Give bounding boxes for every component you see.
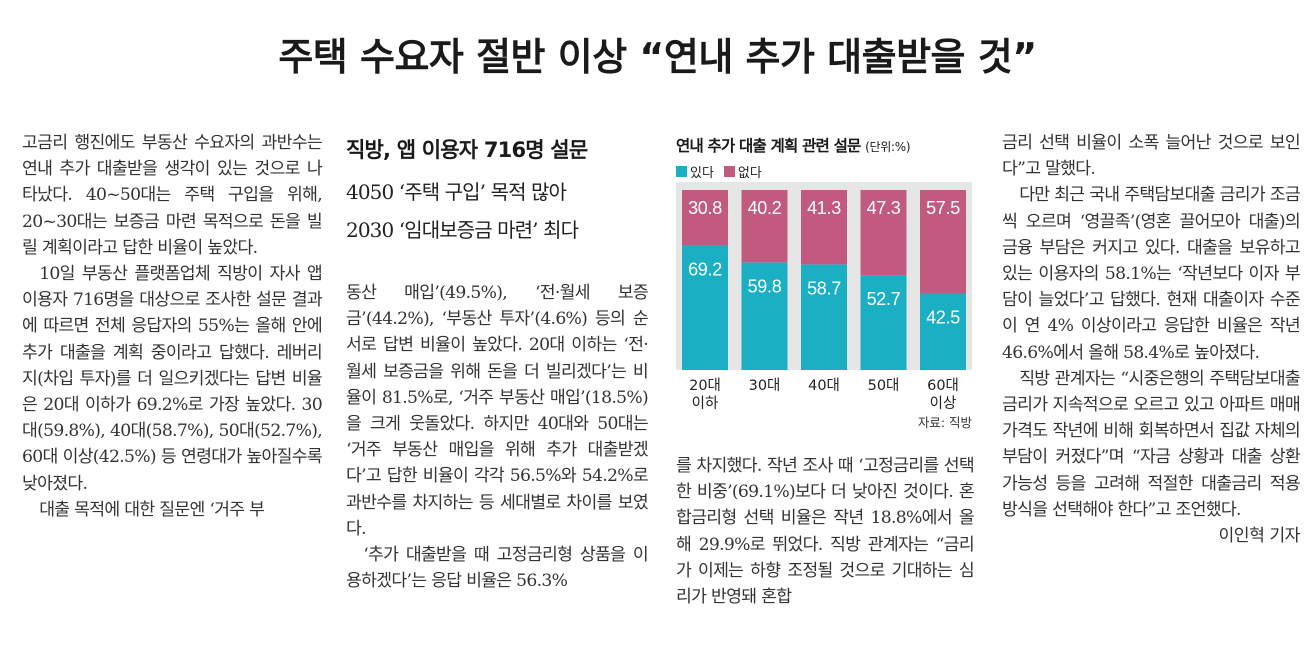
subheadline-2: 2030 ‘임대보증금 마련’ 최다 [346,218,579,242]
data-label: 41.3 [807,198,841,218]
category-label: 40대 [808,377,840,394]
paragraph: 동산 매입’(49.5%), ‘전·월세 보증금’(44.2%), ‘부동산 투… [346,283,649,539]
legend-item-no: 없다 [723,162,762,181]
subtitle: 직방, 앱 이용자 716명 설문 [346,138,588,162]
subheadline-1: 4050 ‘주택 구입’ 목적 많아 [346,180,567,204]
data-label: 58.7 [807,278,841,298]
chart-legend: 있다 없다 [676,162,762,181]
paragraph: ‘추가 대출받을 때 고정금리형 상품을 이용하겠다’는 응답 비율은 56.3… [346,545,649,592]
headline: 주택 수요자 절반 이상 “연내 추가 대출받을 것” [278,35,1037,79]
data-label: 57.5 [926,198,960,218]
chart-unit: (단위:%) [865,140,911,154]
bar-segment-yes [920,293,966,370]
chart-title: 연내 추가 대출 계획 관련 설문 (단위:%) [676,134,911,156]
article-column-3: 를 차지했다. 작년 조사 때 ‘고정금리를 선택한 비중’(69.1%)보다 … [676,453,975,610]
data-label: 30.8 [688,198,722,218]
chart-source: 자료: 직방 [917,415,972,430]
legend-item-yes: 있다 [676,162,714,181]
legend-swatch-no [723,166,735,177]
article-column-2: 동산 매입’(49.5%), ‘전·월세 보증금’(44.2%), ‘부동산 투… [346,280,649,594]
chart-title-text: 연내 추가 대출 계획 관련 설문 [676,137,861,155]
legend-label-yes: 있다 [690,166,714,181]
bar-segment-yes [682,245,728,370]
bar-segment-yes [801,264,847,370]
article-column-4: 금리 선택 비율이 소폭 늘어난 것으로 보인다”고 말했다. 다만 최근 국내… [1002,130,1301,549]
paragraph: 다만 최근 국내 주택담보대출 금리가 조금씩 오르며 ‘영끌족’(영혼 끌어모… [1002,185,1301,363]
data-label: 47.3 [867,198,901,218]
data-label: 40.2 [748,198,782,218]
paragraph: 고금리 행진에도 부동산 수요자의 과반수는 연내 추가 대출받을 생각이 있는… [22,133,323,258]
bar-segment-no [801,190,847,265]
data-label: 59.8 [748,276,782,296]
paragraph-text: 직방 관계자는 “시중은행의 주택담보대출 금리가 지속적으로 오르고 있고 아… [1002,368,1301,520]
bar-segment-no [682,190,728,246]
category-label: 20대 [689,377,721,394]
data-label: 52.7 [867,289,901,309]
legend-swatch-yes [676,166,687,177]
paragraph: 10일 부동산 플랫폼업체 직방이 자사 앱 이용자 716명을 대상으로 조사… [22,264,323,494]
category-label: 30대 [749,377,781,394]
paragraph: 대출 목적에 대한 질문엔 ‘거주 부 [39,499,265,520]
bar-segment-no [860,190,907,276]
legend-label-no: 없다 [737,166,762,181]
category-label: 이상 [930,395,957,412]
category-label: 이하 [692,395,719,412]
article-column-1: 고금리 행진에도 부동산 수요자의 과반수는 연내 추가 대출받을 생각이 있는… [22,130,323,523]
paragraph: 직방 관계자는 “시중은행의 주택담보대출 금리가 지속적으로 오르고 있고 아… [1002,366,1301,546]
bar-segment-no [920,190,966,294]
paragraph: 를 차지했다. 작년 조사 때 ‘고정금리를 선택한 비중’(69.1%)보다 … [676,456,975,608]
category-label: 50대 [868,377,900,394]
bar-segment-no [741,190,788,263]
paragraph: 금리 선택 비율이 소폭 늘어난 것으로 보인다”고 말했다. [1002,133,1301,180]
byline: 이인혁 기자 [1218,526,1300,547]
data-label: 42.5 [926,308,960,328]
bar-segment-yes [860,275,907,370]
bar-segment-yes [741,262,788,370]
data-label: 69.2 [688,259,722,279]
category-label: 60대 [927,377,959,394]
